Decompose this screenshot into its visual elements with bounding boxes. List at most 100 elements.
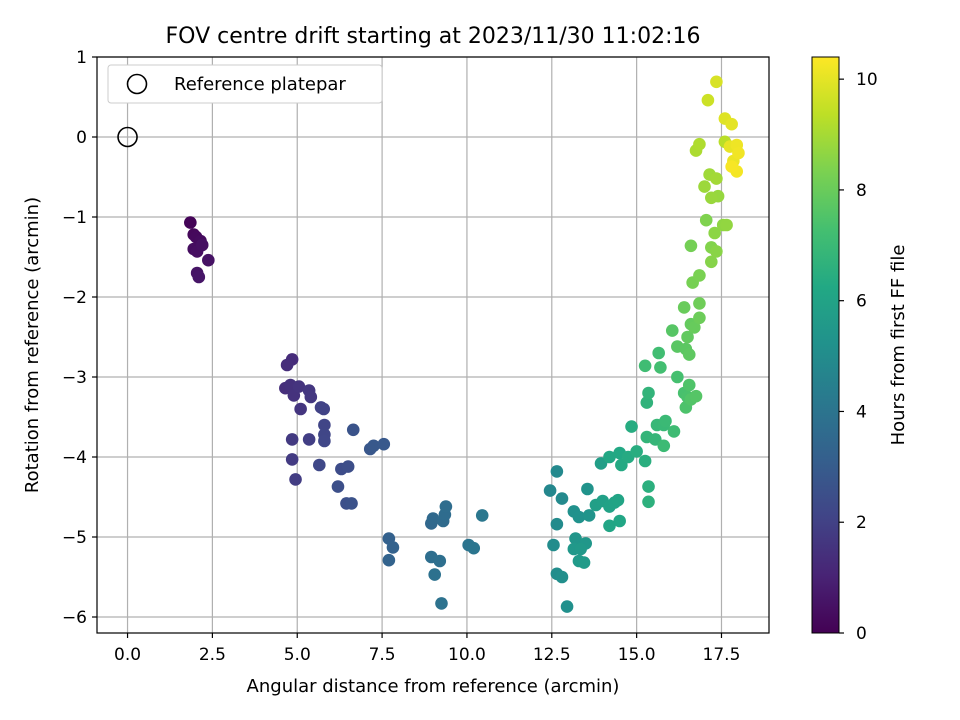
data-point [435,597,448,610]
data-point [705,255,718,269]
data-point [705,191,718,205]
data-point [681,330,694,344]
data-point [682,378,696,392]
data-point [603,519,616,533]
data-point [560,600,574,613]
data-point [341,460,355,473]
data-point [710,172,723,185]
data-point [346,423,360,437]
data-point [313,458,326,472]
data-point [304,390,318,404]
y-axis-label: Rotation from reference (arcmin) [22,197,43,493]
data-point [689,389,703,403]
data-point [693,269,706,282]
data-point [613,514,626,528]
colorbar-ticks: 0 2 4 6 8 10 [839,70,878,644]
data-point [555,492,569,505]
reference-point-marker [117,126,138,148]
data-point [475,509,489,522]
x-tick-label: 17.5 [703,645,741,665]
data-point [684,239,698,253]
x-tick-label: 15.0 [618,645,656,665]
colorbar-tick-label: 6 [856,292,867,312]
data-point [202,253,215,267]
x-tick-label: 2.5 [199,645,226,665]
x-axis-label: Angular distance from reference (arcmin) [247,676,620,697]
data-points [184,75,745,613]
data-point [302,433,316,446]
data-point [577,556,591,569]
data-point [292,380,306,393]
data-point [572,510,586,524]
data-point [642,495,655,509]
data-point [318,418,331,432]
data-point [426,512,440,525]
data-point [693,137,706,151]
data-point [611,493,625,507]
data-point [547,538,560,552]
data-point [285,433,299,446]
data-point [654,361,667,374]
data-point [688,321,701,334]
data-point [285,453,299,466]
data-point [603,450,616,464]
data-point [732,146,745,160]
legend-label: Reference platepar [174,74,346,95]
data-point [467,541,481,555]
data-point [698,180,711,193]
y-tick-label: −5 [62,528,87,548]
data-point [581,482,594,496]
data-point [382,553,396,567]
data-point [659,414,672,428]
y-tick-label: −2 [62,288,87,308]
data-point [582,509,596,522]
colorbar-gradient [811,56,840,634]
data-point [640,396,654,409]
grid-lines [97,56,769,633]
data-point [184,216,197,229]
data-point [289,473,302,486]
data-point [725,160,738,173]
data-point [625,420,638,433]
data-point [708,226,721,240]
axis-ticks: 0.0 2.5 5.0 7.5 10.0 12.5 15.0 17.5 1 0 −1 −2 −3 −4 −5… [62,48,740,665]
data-point [574,542,587,556]
colorbar-tick-label: 10 [856,70,878,90]
data-point [638,454,652,468]
data-point [377,437,391,451]
data-point [725,117,738,131]
data-point [652,346,665,360]
plot-frame [96,56,770,634]
data-point [345,497,358,510]
x-tick-label: 10.0 [448,645,486,665]
y-tick-label: −1 [62,208,87,228]
data-point [630,445,643,458]
data-point [433,554,447,568]
data-point [710,245,723,258]
chart-title: FOV centre drift starting at 2023/11/30 … [166,24,701,49]
colorbar: 0 2 4 6 8 10 Hours from first FF file [811,56,909,644]
y-tick-label: 0 [76,128,87,148]
data-point [439,500,453,513]
data-point [642,386,655,400]
colorbar-tick-label: 4 [856,402,867,422]
data-point [677,301,691,314]
data-point [710,75,723,89]
data-point [318,434,331,448]
data-point [317,402,331,416]
y-tick-label: −3 [62,368,87,388]
colorbar-tick-label: 8 [856,181,867,201]
y-tick-label: 1 [76,48,87,68]
y-tick-label: −4 [62,448,87,468]
legend-reference-marker [126,73,148,95]
x-tick-label: 5.0 [284,645,311,665]
x-tick-label: 0.0 [114,645,141,665]
colorbar-label: Hours from first FF file [888,245,909,446]
data-point [428,568,441,581]
data-point [642,480,655,493]
data-point [367,439,380,453]
data-point [693,311,706,325]
colorbar-tick-label: 2 [856,513,867,533]
legend-box [107,64,383,104]
data-point [638,359,652,373]
